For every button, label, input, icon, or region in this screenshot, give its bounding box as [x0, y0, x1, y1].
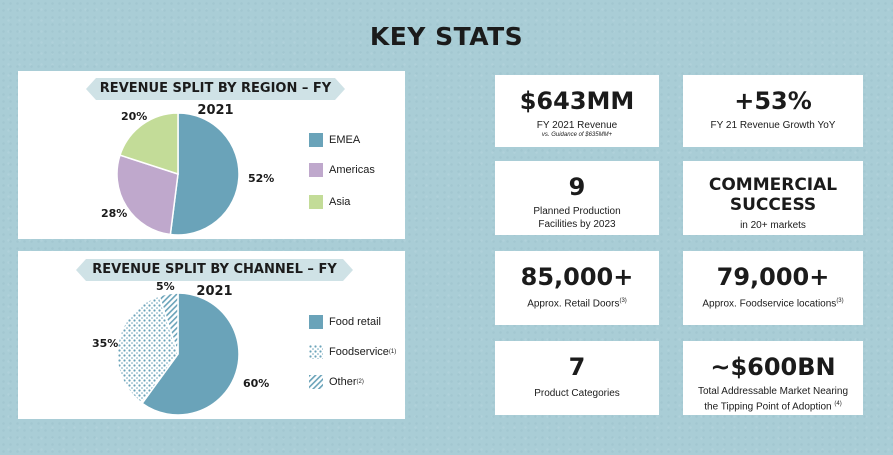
pie-slice-emea — [169, 112, 240, 236]
pie-slice-other — [158, 292, 179, 355]
stat-value: 7 — [568, 353, 586, 381]
legend-swatch — [309, 133, 323, 147]
stat-value: 79,000+ — [716, 263, 830, 291]
stat-label: FY 21 Revenue Growth YoY — [710, 120, 836, 131]
channel-pct-food-retail: 60% — [243, 377, 270, 390]
stat-label: Planned Production Facilities by 2023 — [533, 206, 621, 230]
stat-card-retail-doors: 85,000+ Approx. Retail Doors(3) — [495, 251, 659, 325]
channel-pct-foodservice: 35% — [92, 337, 119, 350]
stat-card-foodservice: 79,000+ Approx. Foodservice locations(3) — [683, 251, 863, 325]
legend-americas: Americas — [309, 163, 375, 177]
region-pct-emea: 52% — [248, 172, 275, 185]
legend-food-retail: Food retail — [309, 315, 381, 329]
pie-slice-americas — [116, 154, 179, 236]
dots-swatch-icon — [309, 345, 323, 359]
region-pct-asia: 20% — [121, 110, 148, 123]
stat-card-growth: +53% FY 21 Revenue Growth YoY — [683, 75, 863, 147]
legend-swatch — [309, 163, 323, 177]
region-pct-americas: 28% — [101, 207, 128, 220]
stat-label: FY 2021 Revenue — [536, 120, 618, 131]
region-pie-chart — [116, 112, 240, 236]
legend-swatch — [309, 345, 323, 359]
stat-value: +53% — [734, 87, 812, 115]
stat-card-revenue: $643MM FY 2021 Revenue vs. Guidance of $… — [495, 75, 659, 147]
channel-pct-other: 5% — [156, 280, 175, 293]
legend-swatch — [309, 315, 323, 329]
channel-chart-title: REVENUE SPLIT BY CHANNEL – FY 2021 — [76, 259, 353, 299]
stat-label: in 20+ markets — [740, 220, 806, 231]
region-chart-title: REVENUE SPLIT BY REGION – FY 2021 — [86, 78, 345, 118]
stat-label: Approx. Retail Doors(3) — [527, 298, 627, 310]
legend-swatch — [309, 195, 323, 209]
stat-label: Product Categories — [534, 388, 620, 399]
legend-asia: Asia — [309, 195, 350, 209]
stat-value: $643MM — [519, 87, 635, 115]
stat-card-facilities: 9 Planned Production Facilities by 2023 — [495, 161, 659, 235]
stat-card-tam: ~$600BN Total Addressable Market Nearing… — [683, 341, 863, 415]
legend-foodservice: Foodservice (1) — [309, 345, 396, 359]
stripes-swatch-icon — [309, 375, 323, 389]
stat-value: 9 — [568, 173, 586, 201]
stat-card-categories: 7 Product Categories — [495, 341, 659, 415]
stat-card-commercial: COMMERCIAL SUCCESS in 20+ markets — [683, 161, 863, 235]
pie-slice-food-retail — [141, 292, 240, 416]
pie-slice-foodservice — [116, 295, 179, 405]
stat-value: ~$600BN — [710, 353, 836, 381]
stat-value: 85,000+ — [520, 263, 634, 291]
channel-pie-chart — [116, 292, 240, 416]
legend-other: Other (2) — [309, 375, 364, 389]
stat-label: Total Addressable Market Nearing the Tipp… — [697, 386, 849, 413]
stat-value: COMMERCIAL SUCCESS — [708, 175, 838, 215]
legend-swatch — [309, 375, 323, 389]
stat-sublabel: vs. Guidance of $635MM+ — [541, 132, 613, 138]
page-title: KEY STATS — [369, 22, 524, 51]
legend-emea: EMEA — [309, 133, 360, 147]
pie-slice-asia — [119, 112, 179, 176]
stat-label: Approx. Foodservice locations(3) — [702, 298, 844, 310]
